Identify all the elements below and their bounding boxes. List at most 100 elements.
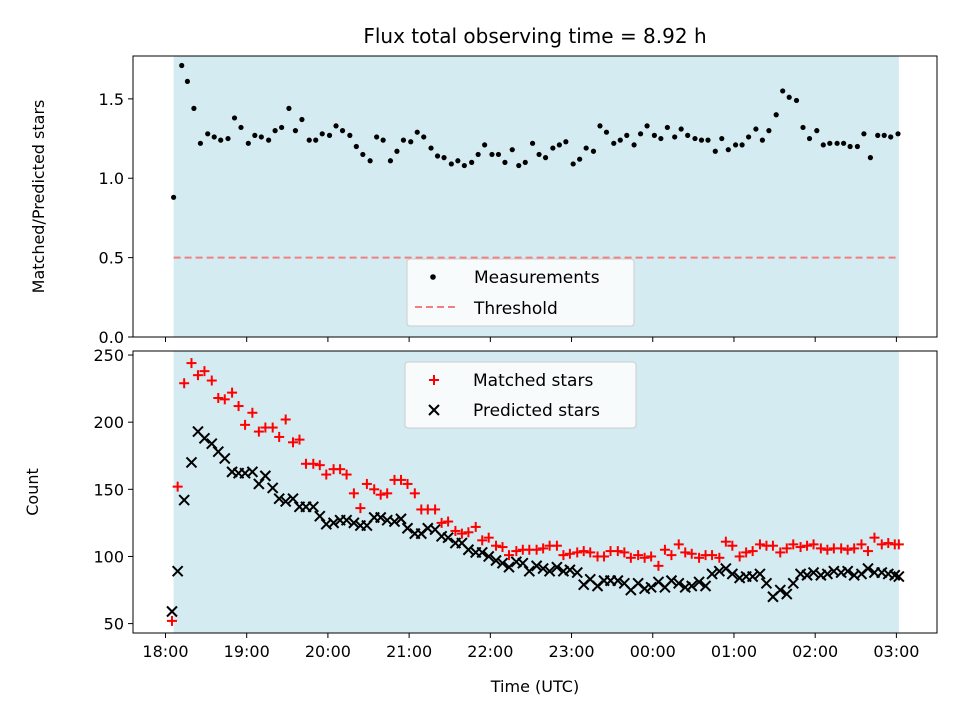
matched-point [653, 560, 664, 571]
cross-b [395, 513, 407, 525]
cross-b [178, 494, 190, 506]
predicted-point [760, 577, 773, 590]
measurement-point [556, 142, 562, 148]
cross-b [754, 568, 766, 580]
measurement-point [678, 126, 684, 132]
measurement-point [834, 140, 840, 146]
matched-point [646, 551, 657, 562]
y-tick-label: 0.0 [99, 328, 124, 347]
measurement-point [847, 143, 853, 150]
matched-point [287, 437, 298, 448]
measurement-point [218, 137, 224, 143]
cross-b [273, 493, 285, 505]
predicted-point [496, 557, 509, 569]
cross-b [429, 523, 441, 536]
matched-point [491, 540, 502, 551]
matched-point [430, 504, 441, 515]
matched-point [538, 543, 549, 554]
count-panel: 50 100 150 200 250 18:00 19:00 20:00 21:00 22:00 2… [23, 346, 938, 696]
measurement-point [536, 151, 542, 158]
legend-matched-label: Matched stars [473, 371, 593, 391]
matched-point [213, 393, 224, 403]
measurement-point [705, 137, 711, 143]
matched-point [369, 484, 380, 495]
predicted-point [259, 470, 272, 482]
cross-b [807, 566, 820, 579]
measurement-point [434, 153, 441, 159]
predicted-point [327, 517, 340, 529]
predicted-point [483, 550, 495, 563]
matched-point [808, 539, 819, 550]
measurement-point [806, 135, 813, 142]
cross-b [320, 518, 332, 530]
predicted-point [699, 580, 712, 592]
matched-point [625, 552, 636, 563]
matched-point [375, 489, 386, 500]
measurement-point [266, 137, 272, 143]
cross-b [307, 501, 319, 513]
x-tick-label: 02:00 [792, 642, 838, 661]
measurement-point [272, 128, 278, 134]
cross-b [632, 577, 644, 590]
y-tick-label: 200 [93, 413, 124, 432]
measurement-point [197, 140, 204, 146]
cross-b [510, 556, 523, 568]
predicted-point [253, 478, 265, 490]
predicted-point [673, 577, 685, 590]
measurement-point [745, 134, 752, 140]
cross-b [699, 580, 712, 592]
matched-point [450, 525, 461, 536]
ratio-y-axis-label: Matched/Predicted stars [29, 100, 48, 294]
cross-b [246, 466, 259, 478]
count-plot-frame [132, 350, 938, 634]
matched-point [253, 426, 264, 437]
cross-b [746, 570, 759, 583]
predicted-point [395, 513, 407, 525]
predicted-point [442, 531, 454, 544]
legend-cross-glyph [428, 404, 440, 416]
matched-point [551, 540, 562, 551]
cross-b [226, 466, 238, 478]
matched-point [585, 547, 596, 558]
measurement-point [225, 135, 231, 142]
measurement-point [611, 140, 617, 146]
cross-b [882, 568, 894, 580]
predicted-point [523, 565, 536, 577]
measurement-point [441, 155, 447, 161]
measurement-point [766, 128, 772, 134]
predicted-point [754, 568, 766, 580]
cross-b [781, 588, 793, 600]
legend-threshold-label: Threshold [473, 299, 558, 319]
measurement-point [205, 131, 211, 137]
predicted-point [219, 452, 231, 465]
measurement-point [644, 123, 650, 129]
predicted-point [821, 568, 834, 580]
predicted-point [706, 568, 718, 580]
predicted-point [178, 494, 190, 506]
predicted-point [801, 569, 813, 581]
measurement-point [252, 132, 258, 138]
cross-b [456, 537, 468, 549]
measurement-point [895, 131, 901, 137]
matched-point [179, 378, 190, 389]
cross-b [314, 510, 326, 522]
matched-point [274, 431, 285, 442]
measurement-point [577, 156, 583, 162]
cross-b [483, 550, 495, 563]
matched-point [558, 550, 569, 561]
matched-point [741, 547, 752, 558]
measurement-point [367, 158, 373, 164]
x-axis-label: Time (UTC) [490, 677, 579, 696]
measurement-point [820, 142, 826, 148]
cross-b [571, 566, 583, 579]
predicted-point [314, 510, 326, 522]
matched-point [836, 543, 847, 554]
cross-b [862, 562, 874, 575]
matched-point [856, 539, 867, 550]
cross-b [476, 546, 488, 559]
measurement-point [286, 105, 292, 111]
predicted-point [645, 581, 657, 594]
measurement-point [637, 131, 644, 137]
cross-b [652, 576, 665, 588]
ratio-plot-frame [132, 55, 938, 338]
